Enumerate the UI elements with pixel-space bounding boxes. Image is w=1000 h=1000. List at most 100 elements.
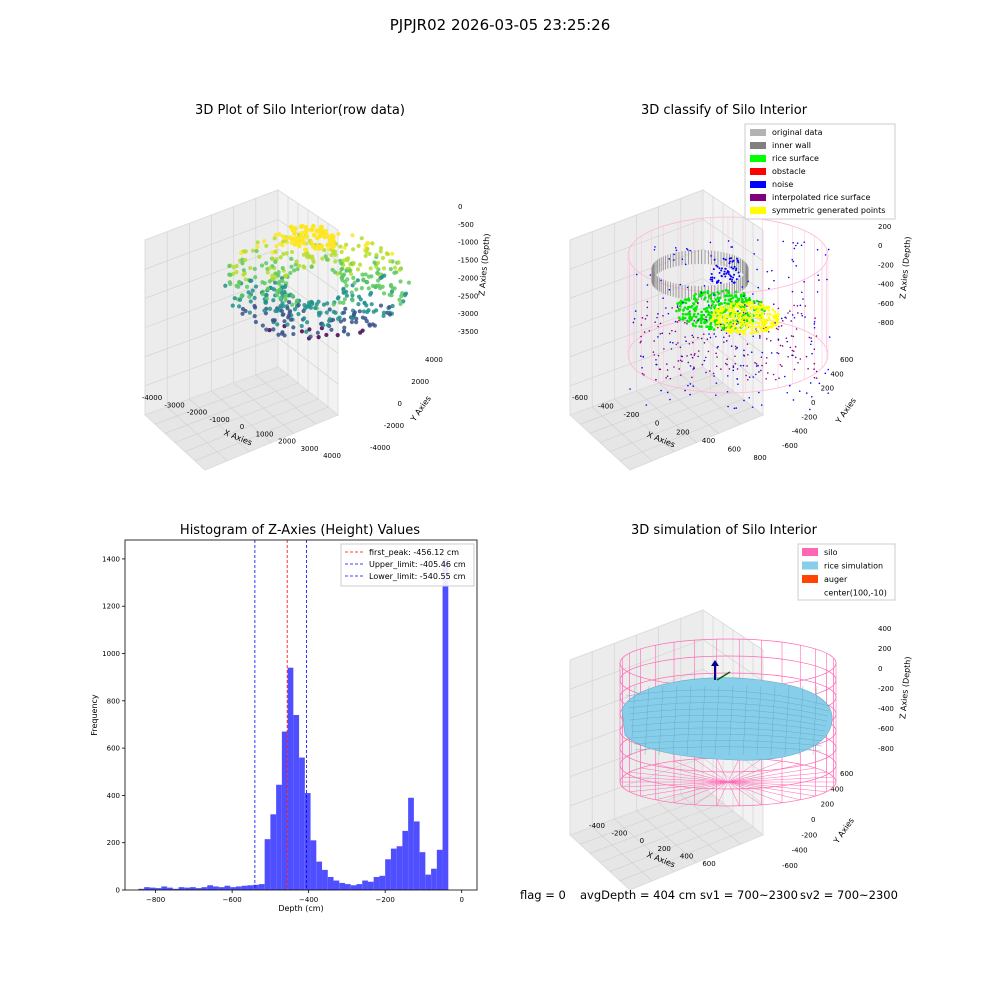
classify-interpolated-point <box>747 353 749 356</box>
classify-symmetric-point <box>767 308 771 312</box>
raw-data-point <box>223 283 228 288</box>
raw-data-point <box>352 280 357 285</box>
classify-symmetric-point <box>757 321 760 325</box>
raw-data-point <box>298 224 304 230</box>
classify-noise-point <box>727 272 730 275</box>
classify-noise-point <box>735 407 738 409</box>
raw-data-point <box>244 284 250 289</box>
classify-noise-point <box>646 284 649 286</box>
classify-rice-point <box>688 316 691 320</box>
classify-noise-point <box>736 320 739 323</box>
simulation-surface-mesh-line <box>628 708 828 722</box>
classify-symmetric-point <box>730 322 733 326</box>
classify-symmetric-point <box>774 323 778 327</box>
classify-interpolated-point <box>653 340 655 342</box>
classify-symmetric-point <box>757 308 760 311</box>
classify-rice-point <box>695 321 698 324</box>
raw-data-point <box>288 270 293 276</box>
raw-data-point <box>271 298 276 303</box>
classify-interpolated-point <box>813 376 816 379</box>
histogram-y-tick-label: 800 <box>107 697 120 705</box>
classify-rice-point <box>701 313 705 317</box>
classify-symmetric-point <box>768 318 772 322</box>
raw-y-tick-label: -2000 <box>384 422 404 430</box>
classify-noise-point <box>710 276 712 279</box>
classify-noise-point <box>713 258 716 261</box>
classify-rice-point <box>693 306 697 310</box>
simulation-surface-mesh-line <box>627 702 829 717</box>
classify-noise-point <box>731 246 734 248</box>
classify-noise-point <box>673 253 675 256</box>
raw-data-point <box>260 292 265 297</box>
raw-data-point <box>241 268 246 273</box>
raw-data-point <box>323 254 328 259</box>
simulation-legend-label: rice simulation <box>824 562 883 571</box>
classify-interpolated-point <box>781 345 784 347</box>
raw-data-point <box>307 327 312 332</box>
classify-rice-point <box>694 298 697 301</box>
simulation-surface-mesh-line <box>728 685 734 756</box>
classify-rice-point <box>704 315 708 319</box>
classify-symmetric-point <box>739 322 742 326</box>
raw-data-point <box>278 255 283 260</box>
raw-grid-line <box>255 374 317 425</box>
classify-noise-point <box>732 259 735 262</box>
classify-interpolated-point <box>766 356 768 359</box>
classify-rice-point <box>711 303 714 306</box>
simulation-silo-floor-spoke <box>727 758 762 783</box>
raw-data-point <box>272 280 278 285</box>
classify-rice-point <box>684 301 688 305</box>
raw-data-point <box>259 263 265 268</box>
classify-rice-point <box>724 308 728 312</box>
simulation-silo-floor-spoke <box>727 771 827 783</box>
classify-symmetric-point <box>762 325 766 329</box>
raw-data-point <box>374 308 379 313</box>
raw-data-point <box>355 278 360 283</box>
simulation-surface-mesh-line <box>714 685 720 756</box>
simulation-z-tick-label: -200 <box>878 685 894 693</box>
raw-data-point <box>378 249 383 254</box>
classify-noise-point <box>710 273 713 276</box>
classify-x-tick-label: -200 <box>623 411 639 419</box>
classify-rice-point <box>714 304 717 307</box>
classify-interpolated-point <box>813 362 816 365</box>
classify-interpolated-point <box>755 362 758 365</box>
classify-interpolated-point <box>744 312 747 315</box>
histogram-y-tick-label: 1000 <box>102 650 120 658</box>
raw-data-point <box>397 297 402 302</box>
raw-data-point <box>342 245 347 251</box>
classify-symmetric-point <box>776 314 779 317</box>
classify-noise-point <box>669 341 672 344</box>
raw-z-tick-label: -3500 <box>458 328 478 336</box>
classify-symmetric-point <box>751 324 754 328</box>
classify-rice-point <box>709 315 713 318</box>
classify-noise-point <box>743 355 746 357</box>
classify-noise-point <box>716 265 719 268</box>
raw-data-point <box>257 254 262 259</box>
classify-noise-point <box>661 332 664 335</box>
classify-symmetric-point <box>739 329 743 333</box>
raw-data-point <box>375 260 381 266</box>
raw-data-point <box>274 244 279 249</box>
classify-interpolated-point <box>808 336 811 339</box>
classify-symmetric-point <box>744 317 747 320</box>
classify-interpolated-point <box>767 330 770 333</box>
classify-symmetric-point <box>747 303 750 306</box>
classify-noise-point <box>737 383 739 385</box>
raw-data-point <box>295 267 300 272</box>
classify-rice-point <box>676 302 680 305</box>
histogram-bar <box>293 715 300 890</box>
classify-y-tick-label: 200 <box>821 385 834 393</box>
classify-interpolated-point <box>684 321 686 324</box>
classify-noise-point <box>711 276 714 279</box>
raw-data-point <box>275 322 280 327</box>
classify-noise-point <box>758 371 760 373</box>
classify-noise-point <box>793 316 796 319</box>
raw-x-tick-label: -4000 <box>142 394 162 402</box>
classify-x-tick-label: 600 <box>728 445 741 453</box>
classify-interpolated-point <box>666 369 669 371</box>
raw-data-point <box>265 270 270 275</box>
simulation-surface-mesh-line <box>629 715 827 727</box>
classify-symmetric-point <box>738 318 742 321</box>
raw-data-point <box>351 275 356 280</box>
